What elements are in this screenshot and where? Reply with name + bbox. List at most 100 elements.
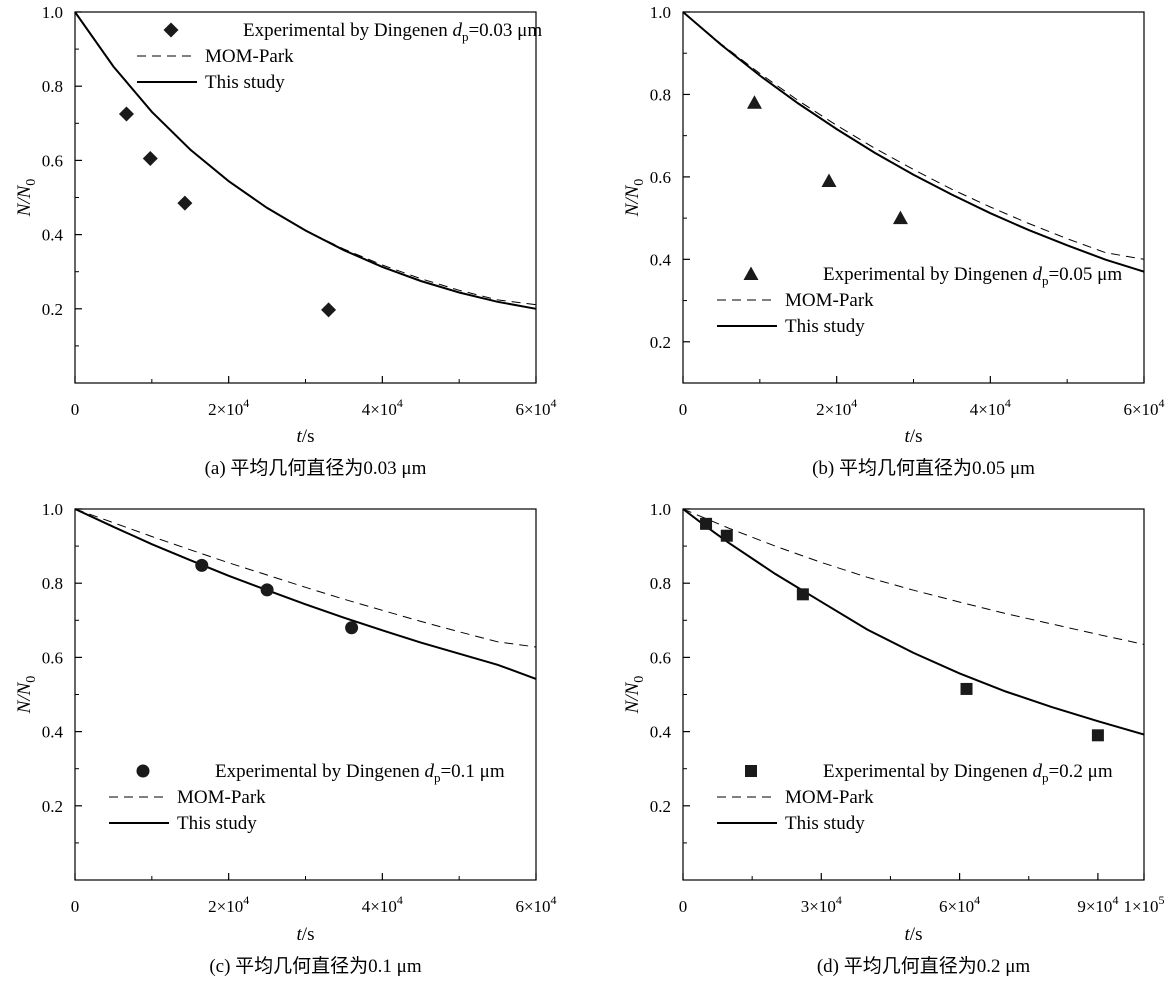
legend-exp-value: =0.03 μm [468, 20, 542, 41]
x-tick-exponent: 4 [397, 893, 403, 907]
series-this-study-line [682, 11, 1145, 273]
y-tick-label: 1.0 [650, 500, 671, 519]
experimental-point [1091, 729, 1104, 742]
y-tick-label: 0.6 [650, 648, 671, 667]
legend-label-experimental: Experimental by Dingenen dp=0.03 μm [243, 20, 542, 44]
experimental-point [321, 302, 337, 318]
x-tick-mantissa: 4×10 [970, 400, 1005, 419]
x-tick-label: 0 [71, 897, 80, 916]
experimental-point [345, 621, 359, 635]
y-tick-label: 1.0 [650, 3, 671, 22]
legend: Experimental by Dingenen dp=0.05 μmMOM-P… [717, 264, 1122, 337]
x-axis-label-var: t [905, 426, 911, 447]
y-tick-label: 0.2 [650, 333, 671, 352]
legend-label-experimental: Experimental by Dingenen dp=0.05 μm [823, 264, 1122, 288]
legend-exp-main: Experimental by Dingenen [215, 761, 424, 782]
x-tick-mantissa: 9×10 [1077, 897, 1112, 916]
legend-label-this-study: This study [177, 813, 257, 834]
y-tick-label: 0.8 [650, 574, 671, 593]
legend-exp-sub: p [1042, 770, 1049, 785]
experimental-point [746, 95, 762, 109]
x-axis-label-unit: /s [302, 426, 315, 447]
y-axis-label: N/N0 [14, 676, 39, 715]
x-axis-label: t/s [905, 426, 923, 447]
panel-c: 0 2×104 4×104 6×1040.20.40.60.81.0t/sN/N0Ex… [14, 500, 557, 977]
legend-marker-experimental [163, 22, 179, 38]
legend-label-mom-park: MOM-Park [205, 46, 294, 67]
series-experimental [195, 558, 359, 635]
experimental-point [700, 517, 713, 530]
legend-label-mom-park: MOM-Park [785, 290, 874, 311]
x-tick-label: 2×104 [816, 396, 857, 419]
series-mom-park-line [682, 508, 1145, 645]
legend-exp-main: Experimental by Dingenen [823, 761, 1032, 782]
y-axis-label-var: N/N [14, 184, 35, 217]
experimental-point [960, 682, 973, 695]
y-tick-label: 1.0 [42, 3, 63, 22]
legend-marker-experimental [745, 765, 757, 777]
x-tick-exponent: 4 [243, 893, 249, 907]
x-tick-mantissa: 0 [679, 897, 688, 916]
x-tick-mantissa: 6×10 [515, 400, 550, 419]
y-tick-label: 0.6 [42, 151, 63, 170]
experimental-point [720, 529, 733, 542]
x-axis: 0 3×104 6×104 9×104 1×105 [679, 873, 1165, 916]
legend: Experimental by Dingenen dp=0.1 μmMOM-Pa… [109, 761, 505, 834]
y-tick-label: 0.6 [42, 648, 63, 667]
experimental-point [177, 195, 193, 211]
legend-label-this-study: This study [205, 72, 285, 93]
x-tick-label: 4×104 [362, 893, 403, 916]
x-axis-label-unit: /s [910, 924, 923, 945]
x-tick-label: 9×104 [1077, 893, 1118, 916]
y-axis-label-sub: 0 [24, 179, 39, 186]
y-axis-label-var: N/N [622, 184, 643, 217]
legend-exp-d: d [1032, 761, 1042, 782]
x-tick-mantissa: 2×10 [208, 400, 243, 419]
x-tick-label: 2×104 [208, 893, 249, 916]
y-tick-label: 1.0 [42, 500, 63, 519]
legend-exp-value: =0.05 μm [1048, 264, 1122, 285]
plot-frame [682, 11, 1145, 384]
x-axis-label: t/s [905, 924, 923, 945]
series-this-study-line [74, 11, 537, 310]
x-tick-mantissa: 2×10 [208, 897, 243, 916]
x-tick-exponent: 4 [851, 396, 857, 410]
y-axis-label-sub: 0 [632, 179, 647, 186]
legend-exp-sub: p [462, 29, 469, 44]
y-axis: 0.2 0.4 0.6 0.8 1.0 [42, 3, 82, 347]
series-mom-park-line [682, 11, 1145, 260]
x-tick-label: 0 [679, 897, 688, 916]
y-axis: 0.2 0.4 0.6 0.8 1.0 [650, 3, 690, 384]
y-axis: 0.2 0.4 0.6 0.8 1.0 [42, 500, 82, 844]
x-axis-label-unit: /s [910, 426, 923, 447]
x-tick-label: 6×104 [1123, 396, 1164, 419]
x-tick-mantissa: 0 [679, 400, 688, 419]
legend-exp-main: Experimental by Dingenen [823, 264, 1032, 285]
experimental-point [821, 173, 837, 188]
experimental-point [796, 588, 809, 601]
y-tick-label: 0.4 [650, 723, 672, 742]
x-tick-label: 2×104 [208, 396, 249, 419]
x-tick-mantissa: 4×10 [362, 400, 397, 419]
series-experimental [118, 106, 337, 318]
legend: Experimental by Dingenen dp=0.2 μmMOM-Pa… [717, 761, 1113, 834]
x-tick-exponent: 5 [1159, 893, 1165, 907]
x-axis: 0 2×104 4×10 4 6×104 [679, 376, 1165, 419]
x-axis-label: t/s [297, 426, 315, 447]
x-tick-label: 0 [71, 400, 80, 419]
plot-frame [74, 11, 537, 384]
y-axis-label-sub: 0 [632, 676, 647, 683]
x-tick-mantissa: 6×10 [1123, 400, 1158, 419]
x-axis-label: t/s [297, 924, 315, 945]
legend-exp-sub: p [434, 770, 441, 785]
y-tick-label: 0.8 [42, 574, 63, 593]
series-experimental [700, 517, 1104, 742]
x-tick-mantissa: 0 [71, 897, 80, 916]
y-tick-label: 0.6 [650, 168, 671, 187]
panel-b: 0 2×104 4×104 6×1040.20.40.60.81.0t/sN/N0Ex… [622, 3, 1165, 479]
y-axis-label-sub: 0 [24, 676, 39, 683]
x-tick-label: 1×105 [1123, 893, 1164, 916]
y-tick-label: 0.2 [42, 300, 63, 319]
y-tick-label: 0.4 [42, 226, 64, 245]
legend-label-this-study: This study [785, 813, 865, 834]
